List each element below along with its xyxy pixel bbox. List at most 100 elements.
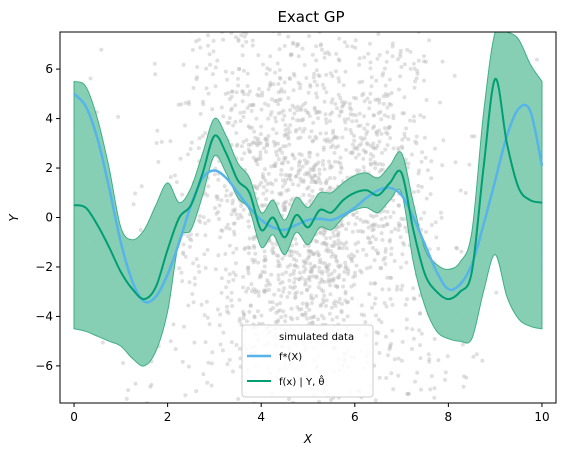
data-point [391,387,396,392]
data-point [283,319,288,324]
data-point [198,220,203,225]
data-point [288,123,293,128]
data-point [203,340,208,345]
data-point [239,215,244,220]
data-point [371,145,375,150]
data-point [335,275,340,280]
data-point [327,185,332,190]
data-point [388,215,393,219]
data-point [223,91,228,96]
data-point [410,327,415,332]
data-point [312,79,317,84]
data-point [321,316,326,321]
data-point [239,144,244,149]
data-point [171,322,176,327]
data-point [289,306,294,311]
data-point [399,287,404,292]
data-point [323,261,327,266]
data-point [233,103,238,108]
data-point [255,92,260,97]
data-point [361,229,366,234]
data-point [384,376,389,380]
data-point [281,289,286,294]
data-point [297,152,302,156]
data-point [301,178,306,183]
data-point [272,164,277,169]
data-point [259,313,264,318]
data-point [374,248,379,253]
data-point [341,277,346,282]
data-point [300,118,305,123]
data-point [370,305,374,310]
data-point [389,252,394,257]
data-point [284,199,289,204]
data-point [286,134,291,139]
data-point [283,205,287,210]
data-point [168,339,173,344]
data-point [219,105,224,110]
data-point [359,229,364,234]
data-point [294,241,299,246]
data-point [331,128,336,133]
data-point [276,259,280,263]
data-point [403,302,408,307]
data-point [355,146,360,151]
data-point [321,162,325,167]
data-point [190,47,195,52]
data-point [274,310,279,315]
data-point [399,358,404,363]
data-point [328,292,333,297]
data-point [330,252,335,256]
data-point [343,291,348,296]
data-point [168,139,173,144]
data-point [254,288,259,293]
data-point [406,391,411,396]
data-point [282,207,287,212]
data-point [252,9,256,13]
data-point [365,235,370,240]
data-point [365,122,370,127]
data-point [324,265,329,270]
data-point [440,163,445,168]
data-point [413,379,418,384]
data-point [203,221,208,226]
data-point [313,180,318,184]
data-point [232,221,237,226]
data-point [346,300,351,304]
data-point [355,249,360,254]
data-point [368,240,373,245]
data-point [454,245,459,250]
data-point [238,110,243,115]
data-point [295,108,300,113]
confidence-band-layer [73,32,543,367]
data-point [365,142,370,147]
data-point [370,222,375,227]
data-point [308,84,313,89]
data-point [259,18,263,22]
data-point [408,66,413,71]
data-point [269,110,274,114]
data-point [365,220,370,225]
data-point [311,138,316,143]
data-point [287,142,292,147]
data-point [254,158,258,163]
data-point [311,252,316,257]
data-point [307,199,312,204]
data-point [401,240,406,245]
data-point [411,61,416,66]
data-point [297,163,301,168]
data-point [422,54,426,58]
data-point [279,191,284,196]
data-point [227,97,232,102]
data-point [149,382,154,387]
data-point [314,109,319,114]
data-point [262,289,267,294]
data-point [290,407,294,411]
data-point [391,210,396,215]
data-point [317,171,322,176]
data-point [229,32,234,35]
data-point [303,267,308,272]
data-point [241,285,246,290]
data-point [285,131,290,136]
data-point [230,201,235,206]
